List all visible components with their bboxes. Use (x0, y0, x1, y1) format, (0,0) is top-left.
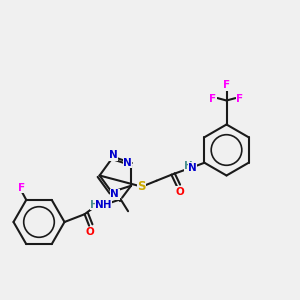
Text: N: N (109, 150, 118, 161)
Text: F: F (223, 80, 230, 91)
Text: N: N (95, 200, 104, 210)
Text: F: F (236, 94, 244, 104)
Text: H: H (184, 161, 193, 171)
Text: N: N (110, 189, 119, 200)
Text: O: O (176, 187, 184, 196)
Text: S: S (137, 180, 146, 193)
Text: F: F (18, 183, 25, 193)
Text: N: N (123, 158, 132, 168)
Text: F: F (209, 94, 217, 104)
Text: N: N (188, 163, 197, 173)
Text: NH: NH (94, 200, 111, 210)
Text: H: H (90, 200, 99, 210)
Text: O: O (85, 227, 94, 237)
